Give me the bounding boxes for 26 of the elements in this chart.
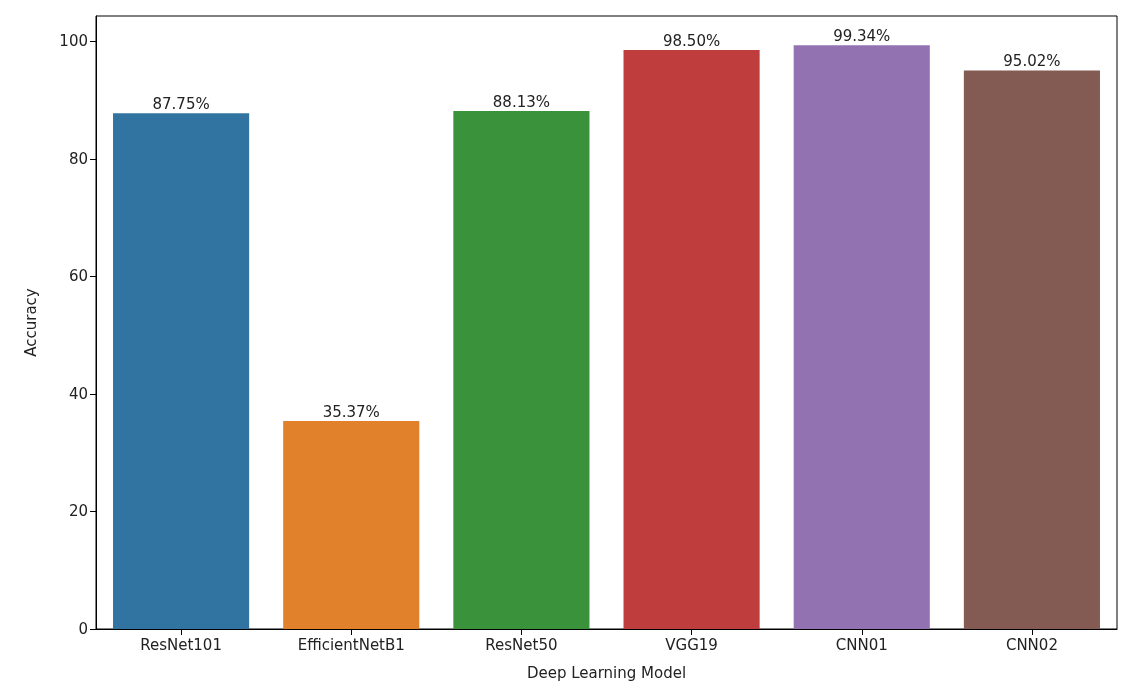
x-tick-label: VGG19 [665,635,718,654]
data-label: 88.13% [492,92,551,111]
y-tick-label: 0 [78,620,88,638]
bar [963,70,1100,629]
x-tick-label: ResNet101 [140,635,222,654]
bar [283,421,420,629]
y-tick-label: 80 [68,149,88,168]
bar [623,50,760,629]
data-label: 87.75% [152,94,210,113]
x-axis-title: Deep Learning Model [526,663,687,682]
x-tick-label: EfficientNetB1 [297,635,405,654]
y-axis-title: Accuracy [21,288,40,357]
y-tick-label: 60 [68,267,88,286]
y-tick-label: 100 [59,32,88,51]
data-label: 95.02% [1003,52,1061,71]
data-label: 98.50% [662,31,721,50]
y-tick-label: 40 [68,384,88,403]
x-tick-label: CNN01 [835,635,888,654]
data-label: 35.37% [322,402,380,421]
data-label: 99.34% [833,26,891,45]
bar [453,111,590,629]
x-tick-label: CNN02 [1005,635,1058,654]
y-tick-label: 20 [68,502,88,521]
bar [113,113,250,629]
x-tick-label: ResNet50 [485,635,558,654]
bar [793,45,930,629]
